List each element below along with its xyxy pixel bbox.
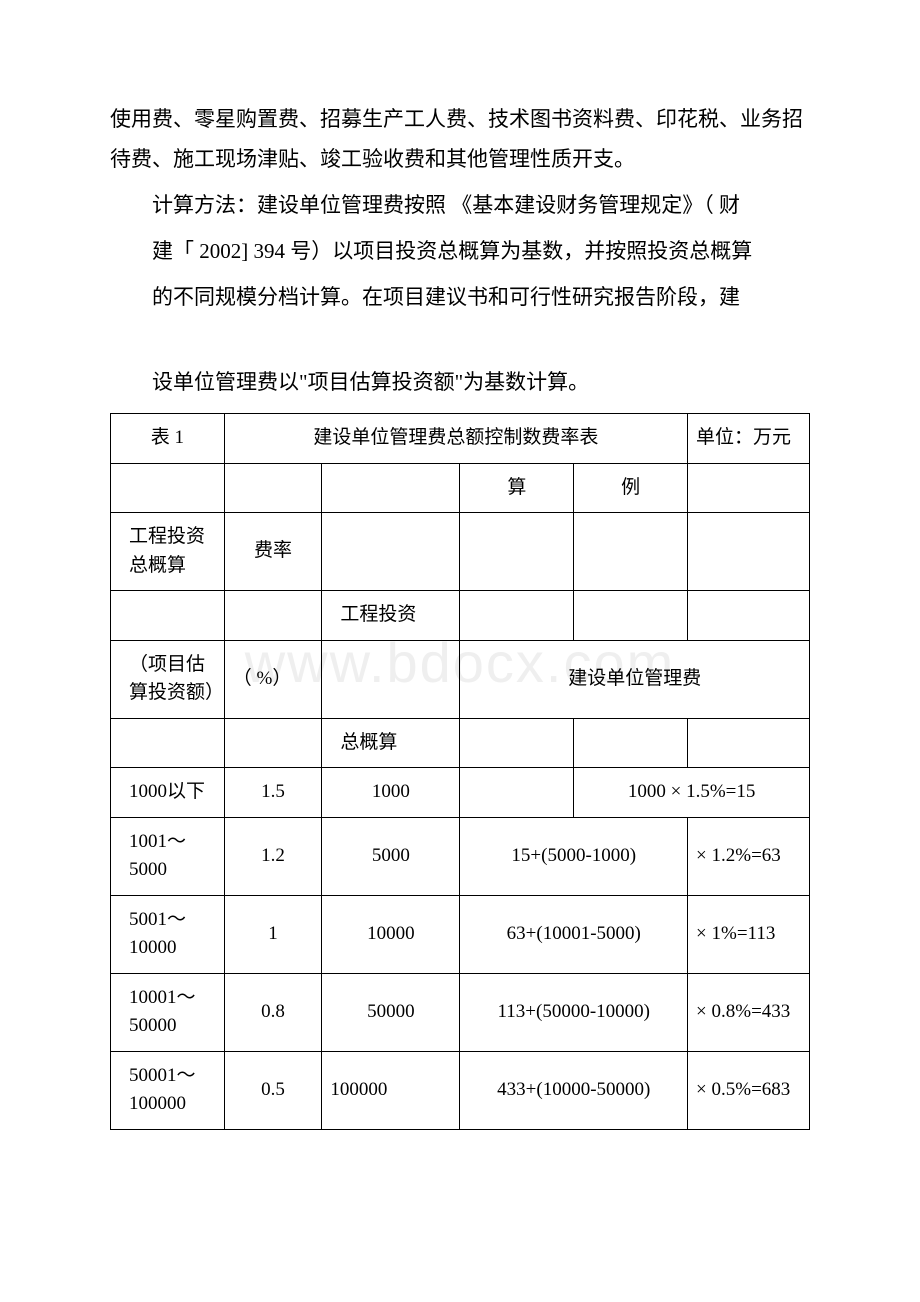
table-row: 表 1 建设单位管理费总额控制数费率表 单位：万元 xyxy=(111,414,810,464)
cell-invest: 10000 xyxy=(322,895,460,973)
table-row: 10001～ 50000 0.8 50000 113+(50000-10000)… xyxy=(111,973,810,1051)
cell-calc: 113+(50000-10000) xyxy=(460,973,688,1051)
cell-empty xyxy=(574,591,688,641)
cell-range: 5001～ 10000 xyxy=(111,895,225,973)
cell-empty xyxy=(224,463,322,513)
cell-rate-label: 费率 xyxy=(224,513,322,591)
table-unit: 单位：万元 xyxy=(688,414,810,464)
cell-range: 10001～ 50000 xyxy=(111,973,225,1051)
cell-empty xyxy=(460,718,574,768)
table-row: （项目估算投资额） （ %） 建设单位管理费 xyxy=(111,640,810,718)
cell-rate: 0.5 xyxy=(224,1051,322,1129)
cell-result: × 1%=113 xyxy=(688,895,810,973)
cell-empty xyxy=(322,640,460,718)
paragraph-5: 设单位管理费以"项目估算投资额"为基数计算。 xyxy=(110,363,810,403)
cell-invest-label: 工程投资 xyxy=(322,591,460,641)
cell-empty xyxy=(574,513,688,591)
paragraph-1: 使用费、零星购置费、招募生产工人费、技术图书资料费、印花税、业务招待费、施工现场… xyxy=(110,100,810,180)
cell-range: 1000以下 xyxy=(111,768,225,818)
table-row: 5001～ 10000 1 10000 63+(10001-5000) × 1%… xyxy=(111,895,810,973)
cell-result: × 0.8%=433 xyxy=(688,973,810,1051)
cell-percent: （ %） xyxy=(224,640,322,718)
cell-result: × 1.2%=63 xyxy=(688,817,810,895)
cell-rate: 1.5 xyxy=(224,768,322,818)
cell-rate: 0.8 xyxy=(224,973,322,1051)
cell-est-amount: （项目估算投资额） xyxy=(111,640,225,718)
cell-empty xyxy=(322,463,460,513)
cell-empty xyxy=(111,463,225,513)
table-row: 50001～ 100000 0.5 100000 433+(10000-5000… xyxy=(111,1051,810,1129)
table-label: 表 1 xyxy=(111,414,225,464)
cell-mgmt-fee: 建设单位管理费 xyxy=(460,640,810,718)
cell-empty xyxy=(460,591,574,641)
cell-invest: 5000 xyxy=(322,817,460,895)
cell-empty xyxy=(688,591,810,641)
cell-empty xyxy=(322,513,460,591)
cell-invest: 100000 xyxy=(322,1051,460,1129)
cell-range: 50001～ 100000 xyxy=(111,1051,225,1129)
cell-empty xyxy=(688,718,810,768)
cell-example-header: 例 xyxy=(574,463,688,513)
cell-empty xyxy=(460,768,574,818)
cell-invest: 50000 xyxy=(322,973,460,1051)
cell-empty xyxy=(111,591,225,641)
cell-calc: 15+(5000-1000) xyxy=(460,817,688,895)
cell-empty xyxy=(224,591,322,641)
cell-empty xyxy=(574,718,688,768)
cell-result: × 0.5%=683 xyxy=(688,1051,810,1129)
cell-empty xyxy=(688,513,810,591)
table-row: 工程投资总概算 费率 xyxy=(111,513,810,591)
cell-calc: 1000 × 1.5%=15 xyxy=(574,768,810,818)
cell-empty xyxy=(688,463,810,513)
cell-empty xyxy=(460,513,574,591)
table-row: 1001～ 5000 1.2 5000 15+(5000-1000) × 1.2… xyxy=(111,817,810,895)
table-row: 工程投资 xyxy=(111,591,810,641)
cell-invest-total: 工程投资总概算 xyxy=(111,513,225,591)
table-title: 建设单位管理费总额控制数费率表 xyxy=(224,414,687,464)
cell-calc-header: 算 xyxy=(460,463,574,513)
fee-rate-table: 表 1 建设单位管理费总额控制数费率表 单位：万元 算 例 工程投资总概算 费率 xyxy=(110,413,810,1130)
paragraph-3: 建「 2002] 394 号）以项目投资总概算为基数，并按照投资总概算 xyxy=(110,232,810,272)
cell-empty xyxy=(111,718,225,768)
table-row: 总概算 xyxy=(111,718,810,768)
cell-calc: 433+(10000-50000) xyxy=(460,1051,688,1129)
cell-calc: 63+(10001-5000) xyxy=(460,895,688,973)
cell-invest: 1000 xyxy=(322,768,460,818)
table-row: 算 例 xyxy=(111,463,810,513)
table-row: 1000以下 1.5 1000 1000 × 1.5%=15 xyxy=(111,768,810,818)
paragraph-2: 计算方法：建设单位管理费按照 《基本建设财务管理规定》（ 财 xyxy=(110,186,810,226)
cell-total-est: 总概算 xyxy=(322,718,460,768)
paragraph-4: 的不同规模分档计算。在项目建议书和可行性研究报告阶段，建 xyxy=(110,278,810,318)
cell-empty xyxy=(224,718,322,768)
cell-rate: 1.2 xyxy=(224,817,322,895)
cell-range: 1001～ 5000 xyxy=(111,817,225,895)
cell-rate: 1 xyxy=(224,895,322,973)
